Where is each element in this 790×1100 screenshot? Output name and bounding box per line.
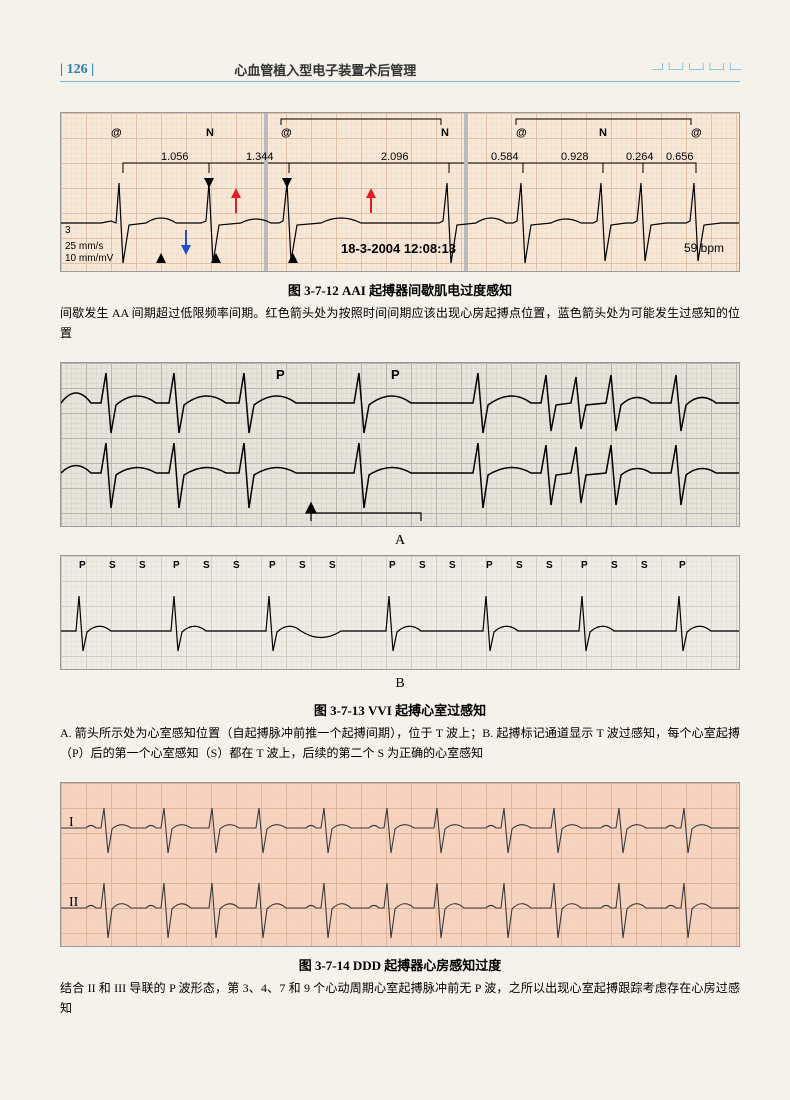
- bpm: 59 bpm: [684, 241, 724, 255]
- ps-marker: P: [486, 560, 493, 571]
- ps-marker: S: [419, 560, 426, 571]
- ps-marker: S: [299, 560, 306, 571]
- ecg-strip-13b: PSSPSSPSSPSSPSSPSSP: [60, 555, 740, 670]
- figure-13: PP A PSSPSSPSSPSSPSSPSSP B 图 3-7-13 VVI …: [60, 362, 740, 764]
- speed: 25 mm/s: [65, 241, 103, 252]
- interval-label: 0.264: [626, 151, 654, 163]
- ecg-strip-12: @ N @ N @ N @ 1.056 1.344 2.096 0.584 0.928 0.264 0.…: [60, 112, 740, 272]
- figure-13-caption: A. 箭头所示处为心室感知位置（自起搏脉冲前推一个起搏间期），位于 T 波上；B…: [60, 723, 740, 764]
- lead-1-label: I: [69, 815, 74, 831]
- ecg-waveform: [61, 556, 740, 670]
- ps-marker: P: [679, 560, 686, 571]
- page-header: 126 心血管植入型电子装置术后管理 ─┘└─┘└─┘└─┘└─: [60, 60, 740, 82]
- figure-13-title: 图 3-7-13 VVI 起搏心室过感知: [60, 700, 740, 719]
- marker-symbol: @: [691, 127, 702, 139]
- marker-symbol: @: [281, 127, 292, 139]
- ps-marker: S: [203, 560, 210, 571]
- figure-14-title: 图 3-7-14 DDD 起搏器心房感知过度: [60, 955, 740, 974]
- lead-num: 3: [65, 225, 71, 236]
- ps-marker: S: [233, 560, 240, 571]
- header-waveform-deco: ─┘└─┘└─┘└─┘└─: [652, 64, 740, 76]
- p-wave-label: P: [276, 367, 285, 382]
- timestamp: 18-3-2004 12:08:13: [341, 241, 456, 256]
- chapter-title: 心血管植入型电子装置术后管理: [234, 60, 416, 79]
- figure-14-caption: 结合 II 和 III 导联的 P 波形态，第 3、4、7 和 9 个心动周期心…: [60, 978, 740, 1019]
- marker-symbol: @: [111, 127, 122, 139]
- figure-12-caption: 间歇发生 AA 间期超过低限频率间期。红色箭头处为按照时间间期应该出现心房起搏点…: [60, 303, 740, 344]
- page-number: 126: [60, 62, 94, 78]
- figure-12: @ N @ N @ N @ 1.056 1.344 2.096 0.584 0.928 0.264 0.…: [60, 112, 740, 344]
- ps-marker: P: [173, 560, 180, 571]
- ps-marker: S: [109, 560, 116, 571]
- interval-label: 2.096: [381, 151, 409, 163]
- lead-2-label: II: [69, 895, 78, 911]
- ps-marker: S: [449, 560, 456, 571]
- interval-label: 0.928: [561, 151, 589, 163]
- panel-a-label: A: [60, 533, 740, 549]
- ecg-strip-13a: PP: [60, 362, 740, 527]
- marker-symbol: N: [441, 127, 449, 139]
- marker-symbol: @: [516, 127, 527, 139]
- marker-symbol: N: [206, 127, 214, 139]
- marker-symbol: N: [599, 127, 607, 139]
- ps-marker: P: [581, 560, 588, 571]
- p-wave-label: P: [391, 367, 400, 382]
- interval-label: 1.344: [246, 151, 274, 163]
- ps-marker: S: [546, 560, 553, 571]
- ps-marker: S: [516, 560, 523, 571]
- ecg-waveform: [61, 783, 740, 947]
- figure-12-title: 图 3-7-12 AAI 起搏器间歇肌电过度感知: [60, 280, 740, 299]
- ps-marker: P: [79, 560, 86, 571]
- ps-marker: P: [389, 560, 396, 571]
- interval-label: 1.056: [161, 151, 189, 163]
- ps-marker: S: [329, 560, 336, 571]
- panel-b-label: B: [60, 676, 740, 692]
- gain: 10 mm/mV: [65, 253, 113, 264]
- ps-marker: S: [139, 560, 146, 571]
- ps-marker: S: [641, 560, 648, 571]
- ps-marker: P: [269, 560, 276, 571]
- interval-label: 0.584: [491, 151, 519, 163]
- figure-14: I II 图 3-7-14 DDD 起搏器心房感知过度 结合 II 和 III …: [60, 782, 740, 1019]
- ecg-strip-14: I II: [60, 782, 740, 947]
- ecg-waveform: [61, 363, 740, 527]
- interval-label: 0.656: [666, 151, 694, 163]
- ps-marker: S: [611, 560, 618, 571]
